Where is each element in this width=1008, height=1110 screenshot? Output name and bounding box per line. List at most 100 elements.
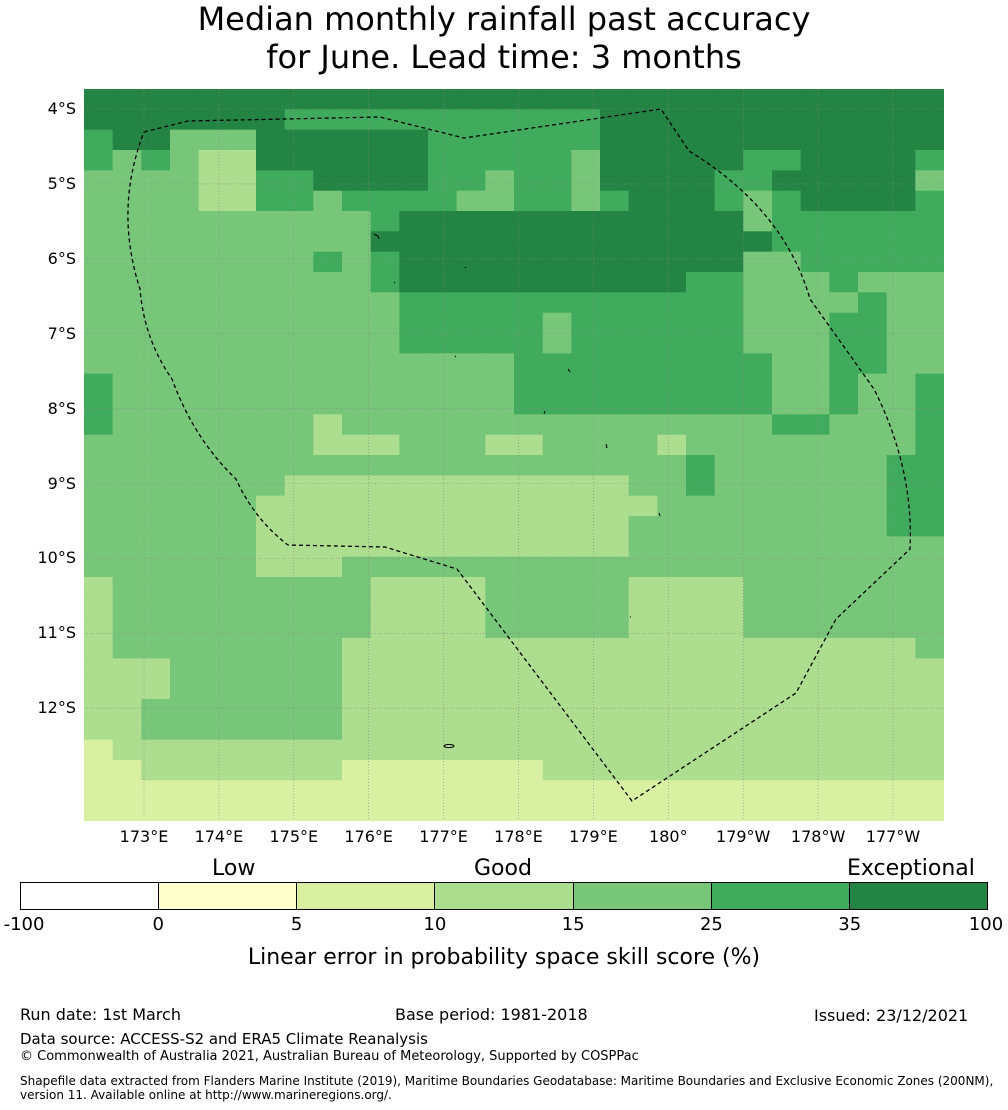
grid-cell <box>399 495 429 517</box>
grid-cell <box>886 394 916 415</box>
grid-cell <box>858 536 888 558</box>
grid-cell <box>84 455 114 476</box>
grid-cell <box>915 150 944 171</box>
grid-cell <box>714 760 744 781</box>
grid-cell <box>141 150 171 171</box>
grid-cell <box>256 617 286 639</box>
grid-cell <box>342 150 372 171</box>
grid-cell <box>686 577 716 598</box>
grid-cell <box>714 414 744 436</box>
grid-cell <box>198 516 228 537</box>
grid-cell <box>858 495 888 517</box>
grid-cell <box>915 638 944 659</box>
grid-cell <box>657 577 687 598</box>
grid-cell <box>198 353 228 375</box>
grid-cell <box>84 129 114 151</box>
grid-cell <box>542 373 572 395</box>
grid-cell <box>858 597 888 619</box>
grid-cell <box>829 800 859 821</box>
grid-cell <box>399 150 429 171</box>
grid-cell <box>198 719 228 741</box>
grid-cell <box>800 536 830 558</box>
grid-cell <box>370 333 400 354</box>
grid-cell <box>428 109 458 131</box>
category-good: Good <box>474 856 532 881</box>
grid-cell <box>657 495 687 517</box>
grid-cell <box>428 699 458 720</box>
grid-cell <box>915 312 944 334</box>
grid-cell <box>112 129 142 151</box>
grid-cell <box>399 475 429 497</box>
grid-cell <box>686 719 716 741</box>
grid-cell <box>428 455 458 476</box>
grid-cell <box>84 719 114 741</box>
grid-cell <box>686 414 716 436</box>
grid-cell <box>714 353 744 375</box>
grid-cell <box>829 292 859 314</box>
grid-cell <box>485 414 515 436</box>
grid-cell <box>514 719 544 741</box>
grid-cell <box>399 638 429 659</box>
grid-cell <box>456 658 486 680</box>
grid-cell <box>542 414 572 436</box>
grid-cell <box>256 536 286 558</box>
grid-cell <box>141 170 171 192</box>
latitude-label: 9°S <box>47 473 76 493</box>
grid-cell <box>141 516 171 537</box>
grid-cell <box>571 800 601 821</box>
grid-cell <box>170 719 200 741</box>
grid-cell <box>485 739 515 761</box>
grid-cell <box>313 638 343 659</box>
grid-cell <box>256 272 286 293</box>
longitude-label: 179°W <box>716 827 771 846</box>
grid-cell <box>399 394 429 415</box>
grid-cell <box>284 170 314 192</box>
grid-cell <box>284 109 314 131</box>
grid-cell <box>542 719 572 741</box>
grid-cell <box>141 678 171 700</box>
grid-cell <box>743 109 773 131</box>
longitude-label: 178°E <box>494 827 543 846</box>
grid-cell <box>772 516 802 537</box>
grid-cell <box>714 475 744 497</box>
grid-cell <box>686 89 716 110</box>
grid-cell <box>743 577 773 598</box>
grid-cell <box>714 597 744 619</box>
grid-cell <box>657 272 687 293</box>
grid-cell <box>657 760 687 781</box>
grid-cell <box>456 394 486 415</box>
grid-cell <box>313 170 343 192</box>
grid-cell <box>456 536 486 558</box>
grid-cell <box>714 455 744 476</box>
grid-cell <box>829 394 859 415</box>
grid-cell <box>198 89 228 110</box>
grid-cell <box>600 89 630 110</box>
grid-cell <box>313 353 343 375</box>
grid-cell <box>370 658 400 680</box>
grid-cell <box>829 780 859 802</box>
grid-cell <box>256 495 286 517</box>
grid-cell <box>514 190 544 212</box>
grid-cell <box>915 516 944 537</box>
grid-cell <box>370 495 400 517</box>
grid-cell <box>657 211 687 232</box>
grid-cell <box>112 475 142 497</box>
grid-cell <box>256 556 286 578</box>
grid-cell <box>170 536 200 558</box>
grid-cell <box>514 760 544 781</box>
grid-cell <box>284 312 314 334</box>
grid-cell <box>886 556 916 578</box>
grid-cell <box>112 699 142 720</box>
grid-cell <box>772 699 802 720</box>
grid-cell <box>84 536 114 558</box>
grid-cell <box>227 312 257 334</box>
grid-cell <box>456 231 486 253</box>
grid-cell <box>485 800 515 821</box>
grid-cell <box>628 719 658 741</box>
grid-cell <box>657 475 687 497</box>
grid-cell <box>428 536 458 558</box>
grid-cell <box>800 760 830 781</box>
grid-cell <box>800 292 830 314</box>
grid-cell <box>256 475 286 497</box>
grid-cell <box>686 475 716 497</box>
